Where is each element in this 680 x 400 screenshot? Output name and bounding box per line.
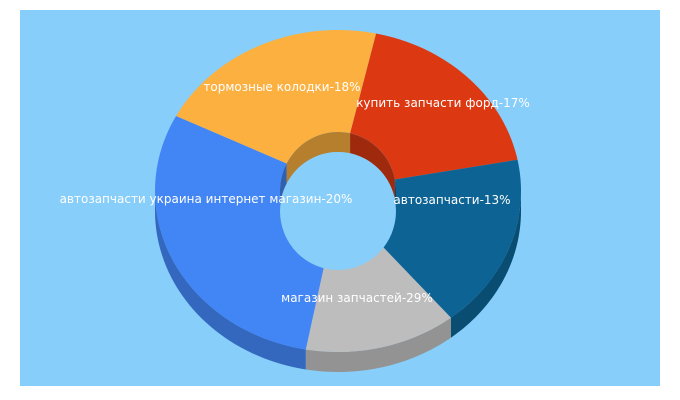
slice-label-1: купить запчасти форд-17% bbox=[356, 96, 530, 110]
slice-3[interactable] bbox=[155, 115, 328, 350]
slice-side-1 bbox=[450, 191, 521, 338]
slice-label-2: автозапчасти-13% bbox=[393, 193, 510, 207]
donut-hole-floor bbox=[280, 152, 396, 270]
slice-label-0: тормозные колодки-18% bbox=[203, 80, 360, 94]
slice-4[interactable] bbox=[176, 30, 377, 164]
donut-chart: тормозные колодки-18% купить запчасти фор… bbox=[60, 30, 530, 372]
slice-side-2 bbox=[305, 317, 451, 372]
slice-inner-wall-4 bbox=[286, 132, 351, 184]
slice-label-4: автозапчасти украина интернет магазин-20… bbox=[60, 192, 353, 206]
slice-inner-wall-1 bbox=[394, 179, 396, 211]
slice-0[interactable] bbox=[350, 33, 518, 180]
plot-area: тормозные колодки-18% купить запчасти фор… bbox=[20, 10, 660, 386]
slice-inner-wall-3 bbox=[280, 163, 287, 211]
slice-label-3: магазин запчастей-29% bbox=[281, 291, 433, 305]
slice-side-3 bbox=[155, 191, 306, 370]
slice-inner-wall-0 bbox=[350, 133, 395, 200]
slice-1[interactable] bbox=[373, 159, 521, 318]
